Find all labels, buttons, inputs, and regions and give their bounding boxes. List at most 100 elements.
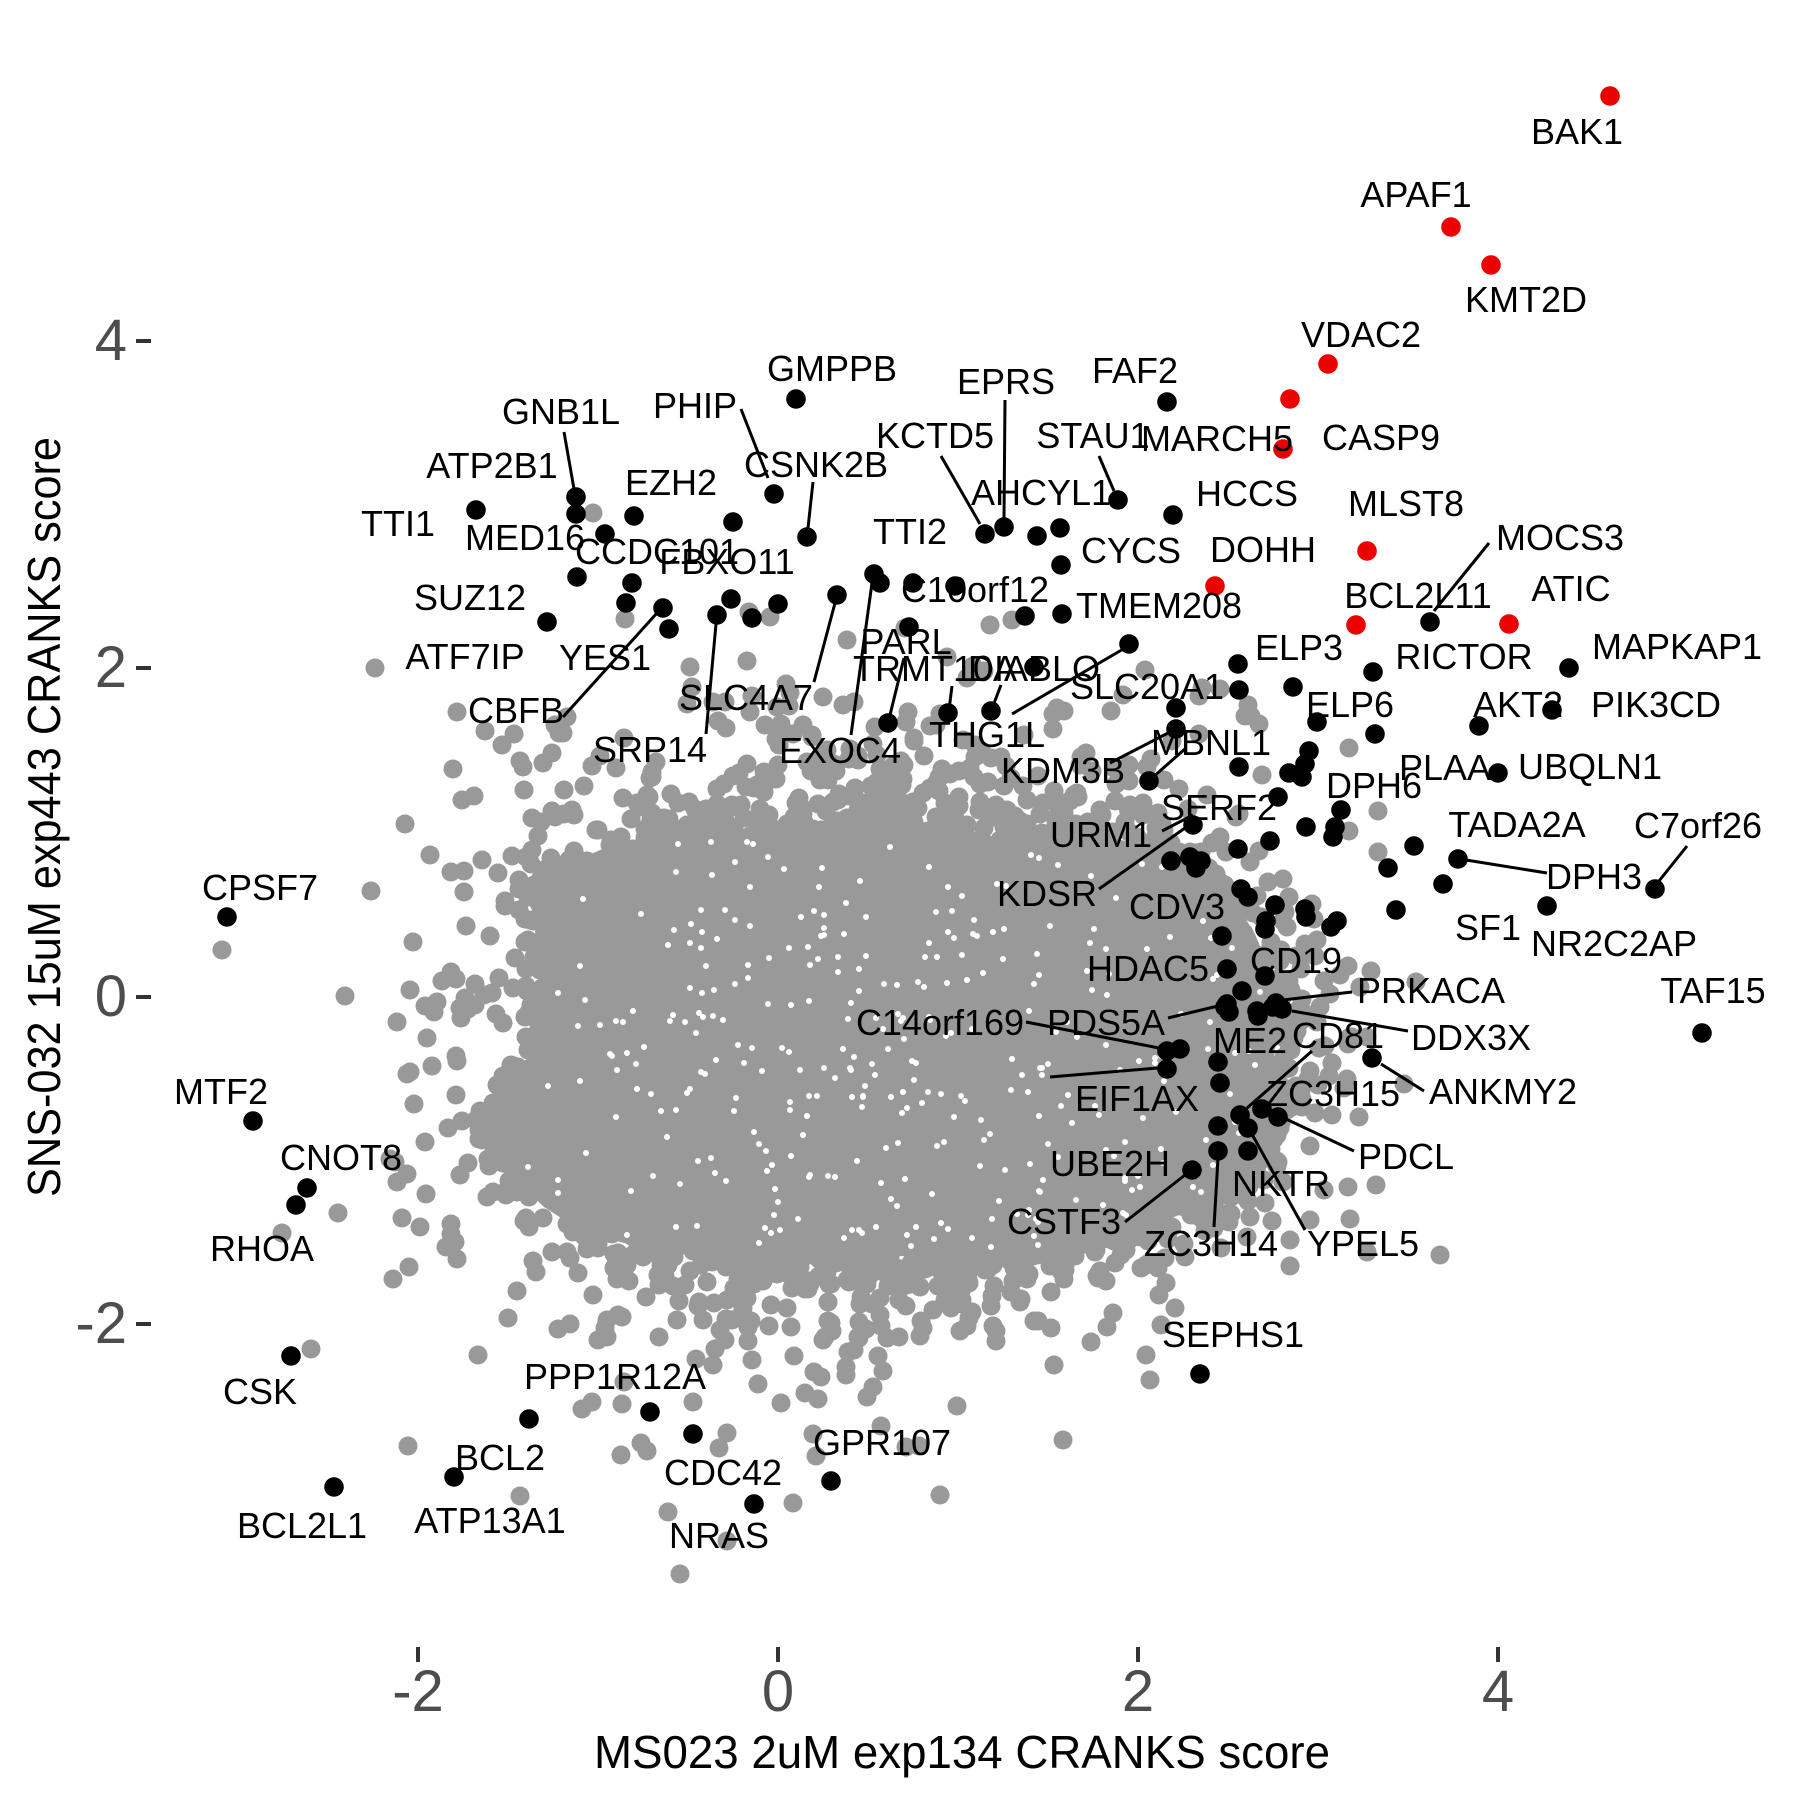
- svg-text:RHOA: RHOA: [210, 1228, 314, 1269]
- svg-text:MOCS3: MOCS3: [1496, 517, 1624, 558]
- svg-text:PRKACA: PRKACA: [1357, 970, 1505, 1011]
- svg-text:TTI1: TTI1: [361, 503, 435, 544]
- svg-text:PHIP: PHIP: [653, 385, 737, 426]
- svg-text:TMEM208: TMEM208: [1076, 585, 1242, 626]
- svg-text:SEPHS1: SEPHS1: [1162, 1314, 1304, 1355]
- svg-text:SF1: SF1: [1455, 907, 1521, 948]
- svg-text:HCCS: HCCS: [1196, 473, 1298, 514]
- svg-text:CBFB: CBFB: [468, 690, 564, 731]
- svg-text:KMT2D: KMT2D: [1465, 279, 1587, 320]
- svg-text:BAK1: BAK1: [1531, 111, 1623, 152]
- svg-text:EPRS: EPRS: [957, 361, 1055, 402]
- svg-text:CCDC101: CCDC101: [575, 531, 739, 572]
- svg-text:KDSR: KDSR: [997, 873, 1097, 914]
- svg-text:ME2: ME2: [1213, 1020, 1287, 1061]
- svg-text:MAPKAP1: MAPKAP1: [1592, 626, 1762, 667]
- svg-text:-2: -2: [392, 1659, 444, 1724]
- svg-text:BCL2L11: BCL2L11: [1344, 575, 1491, 616]
- svg-text:NR2C2AP: NR2C2AP: [1531, 923, 1697, 964]
- svg-text:MLST8: MLST8: [1348, 483, 1464, 524]
- svg-text:2: 2: [1122, 1659, 1154, 1724]
- svg-text:CD81: CD81: [1292, 1015, 1384, 1056]
- svg-text:CDV3: CDV3: [1129, 886, 1225, 927]
- svg-text:SERF2: SERF2: [1161, 787, 1277, 828]
- svg-text:GNB1L: GNB1L: [502, 391, 620, 432]
- svg-text:TRMT10A: TRMT10A: [853, 648, 1017, 689]
- svg-text:NRAS: NRAS: [669, 1515, 769, 1556]
- svg-text:YPEL5: YPEL5: [1307, 1223, 1419, 1264]
- svg-text:UBQLN1: UBQLN1: [1518, 746, 1662, 787]
- svg-text:URM1: URM1: [1050, 814, 1152, 855]
- svg-text:4: 4: [95, 308, 127, 373]
- svg-text:C10orf12: C10orf12: [901, 569, 1049, 610]
- svg-text:DOHH: DOHH: [1210, 529, 1316, 570]
- svg-text:ANKMY2: ANKMY2: [1429, 1071, 1577, 1112]
- svg-text:ATP2B1: ATP2B1: [426, 445, 557, 486]
- svg-text:FBXO11: FBXO11: [659, 541, 794, 582]
- svg-text:MARCH5: MARCH5: [1141, 418, 1293, 459]
- svg-text:PDS5A: PDS5A: [1047, 1002, 1165, 1043]
- svg-text:SUZ12: SUZ12: [414, 577, 526, 618]
- svg-text:PPP1R12A: PPP1R12A: [524, 1356, 706, 1397]
- svg-text:BCL2: BCL2: [455, 1437, 545, 1478]
- svg-text:SRP14: SRP14: [593, 729, 707, 770]
- svg-text:TTI2: TTI2: [873, 511, 947, 552]
- svg-text:C7orf26: C7orf26: [1634, 805, 1762, 846]
- svg-text:YES1: YES1: [559, 637, 651, 678]
- svg-text:ZC3H15: ZC3H15: [1266, 1073, 1400, 1114]
- svg-text:NKTR: NKTR: [1232, 1163, 1330, 1204]
- svg-text:CNOT8: CNOT8: [280, 1137, 402, 1178]
- svg-text:DPH3: DPH3: [1546, 856, 1642, 897]
- svg-text:ATF7IP: ATF7IP: [405, 636, 524, 677]
- svg-text:0: 0: [762, 1659, 794, 1724]
- svg-text:MED16: MED16: [465, 517, 585, 558]
- svg-text:DDX3X: DDX3X: [1411, 1017, 1531, 1058]
- svg-text:RICTOR: RICTOR: [1395, 636, 1532, 677]
- svg-text:ZC3H14: ZC3H14: [1144, 1223, 1278, 1264]
- svg-text:KDM3B: KDM3B: [1001, 750, 1125, 791]
- svg-text:TADA2A: TADA2A: [1448, 804, 1585, 845]
- svg-text:FAF2: FAF2: [1092, 350, 1178, 391]
- svg-text:EXOC4: EXOC4: [779, 730, 901, 771]
- svg-text:HDAC5: HDAC5: [1087, 948, 1209, 989]
- svg-text:DIABLO: DIABLO: [968, 648, 1100, 689]
- svg-text:CSTF3: CSTF3: [1007, 1201, 1121, 1242]
- svg-text:SNS-032 15uM exp443 CRANKS sco: SNS-032 15uM exp443 CRANKS score: [18, 437, 70, 1197]
- svg-text:C14orf169: C14orf169: [856, 1002, 1024, 1043]
- svg-text:CSNK2B: CSNK2B: [744, 444, 888, 485]
- svg-text:SLC4A7: SLC4A7: [679, 677, 813, 718]
- svg-text:CD19: CD19: [1250, 940, 1342, 981]
- svg-text:VDAC2: VDAC2: [1301, 314, 1421, 355]
- svg-text:PARL: PARL: [860, 621, 951, 662]
- svg-text:0: 0: [95, 964, 127, 1029]
- svg-text:ELP3: ELP3: [1255, 627, 1343, 668]
- svg-text:BCL2L1: BCL2L1: [237, 1505, 367, 1546]
- svg-text:THG1L: THG1L: [929, 714, 1045, 755]
- svg-text:CYCS: CYCS: [1081, 530, 1181, 571]
- svg-text:CASP9: CASP9: [1322, 417, 1440, 458]
- svg-text:ELP6: ELP6: [1306, 684, 1394, 725]
- svg-text:ATP13A1: ATP13A1: [414, 1500, 565, 1541]
- svg-text:PIK3CD: PIK3CD: [1591, 684, 1721, 725]
- svg-text:AKT2: AKT2: [1473, 684, 1563, 725]
- svg-text:DPH6: DPH6: [1326, 765, 1422, 806]
- svg-text:MTF2: MTF2: [174, 1071, 268, 1112]
- svg-text:CPSF7: CPSF7: [202, 867, 318, 908]
- svg-text:UBE2H: UBE2H: [1050, 1143, 1170, 1184]
- svg-text:MBNL1: MBNL1: [1151, 722, 1271, 763]
- svg-text:EIF1AX: EIF1AX: [1075, 1078, 1199, 1119]
- svg-text:4: 4: [1482, 1659, 1514, 1724]
- svg-text:PDCL: PDCL: [1358, 1136, 1454, 1177]
- svg-text:AHCYL1: AHCYL1: [971, 472, 1111, 513]
- svg-text:KCTD5: KCTD5: [876, 415, 994, 456]
- svg-text:GMPPB: GMPPB: [767, 348, 897, 389]
- svg-text:PLAA: PLAA: [1399, 747, 1491, 788]
- svg-text:GPR107: GPR107: [813, 1422, 951, 1463]
- svg-text:2: 2: [95, 635, 127, 700]
- svg-text:CDC42: CDC42: [664, 1452, 782, 1493]
- svg-text:APAF1: APAF1: [1360, 174, 1471, 215]
- svg-text:TAF15: TAF15: [1660, 970, 1765, 1011]
- svg-text:-2: -2: [75, 1291, 127, 1356]
- svg-text:CSK: CSK: [223, 1371, 297, 1412]
- svg-text:SLC20A1: SLC20A1: [1070, 666, 1224, 707]
